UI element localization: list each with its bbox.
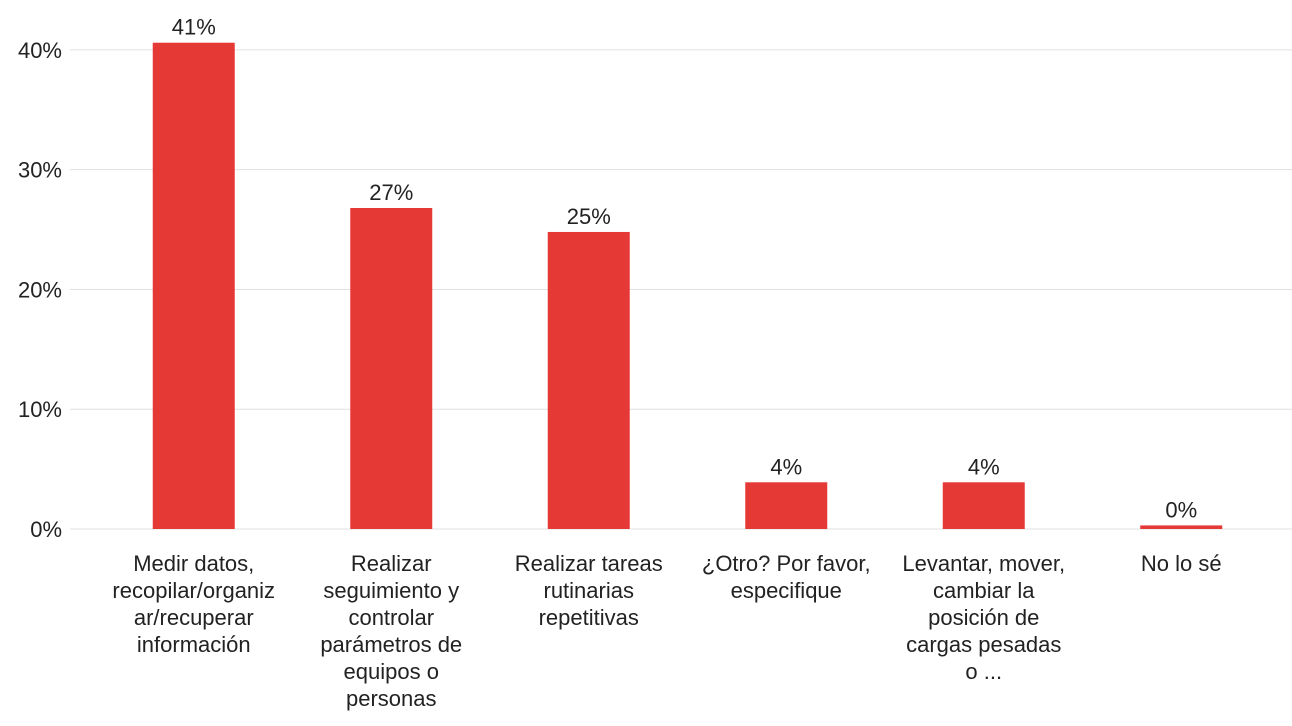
x-tick-label: ¿Otro? Por favor, especifique	[701, 551, 871, 603]
x-tick-label: Levantar, mover, cambiar la posición de …	[902, 551, 1066, 684]
data-label: 41%	[172, 15, 216, 40]
bar	[350, 208, 433, 529]
data-label: 0%	[1165, 497, 1197, 522]
y-tick-label: 0%	[30, 517, 62, 542]
data-label: 27%	[369, 180, 413, 205]
bar	[745, 482, 828, 529]
data-label: 4%	[770, 454, 802, 479]
bar	[1140, 525, 1223, 529]
y-tick-label: 20%	[18, 277, 62, 302]
data-label: 4%	[968, 454, 1000, 479]
bar	[152, 42, 235, 530]
y-tick-label: 40%	[18, 38, 62, 63]
x-tick-label: Realizar tareas rutinarias repetitivas	[514, 551, 663, 630]
y-tick-label: 10%	[18, 397, 62, 422]
bar	[942, 482, 1025, 529]
y-tick-label: 30%	[18, 158, 62, 183]
x-tick-label: Medir datos, recopilar/organizar/recuper…	[112, 551, 276, 657]
x-tick-label: Realizar seguimiento y controlar parámet…	[320, 551, 463, 711]
x-tick-label: No lo sé	[1140, 551, 1222, 576]
data-label: 25%	[567, 204, 611, 229]
bar	[547, 231, 630, 530]
